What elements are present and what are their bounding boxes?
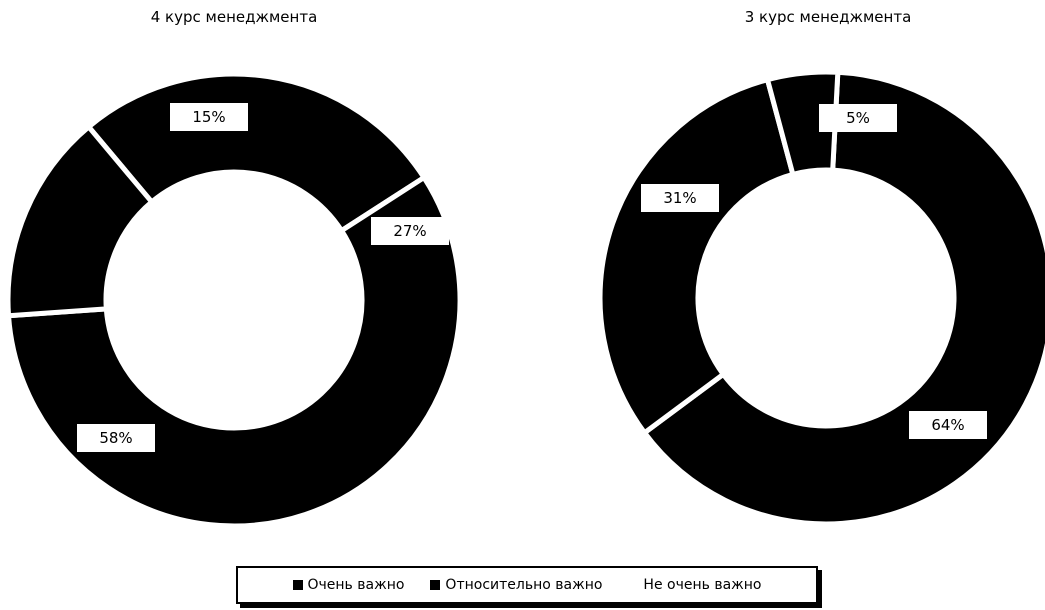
donut-charts: 27% 58% 15% 64% 31% 5% <box>5 71 1045 526</box>
label-very-important-3: 64% <box>931 416 964 434</box>
slice-relatively-important-3 <box>597 76 796 437</box>
label-not-very-important-3: 5% <box>846 109 870 127</box>
legend-swatch-very-important <box>292 580 303 590</box>
label-relatively-important-3: 31% <box>663 189 696 207</box>
slice-not-very-important-4 <box>5 123 156 319</box>
chart-title-3-course: 3 курс менеджмента <box>744 8 912 26</box>
label-box-very-important-4 <box>371 217 449 245</box>
legend-swatch-relatively-important <box>430 580 441 590</box>
legend-label-not-very-important: Не очень важно <box>643 577 762 593</box>
chart-title-4-course: 4 курс менеджмента <box>150 8 318 26</box>
legend-entry-very-important: Очень важно <box>292 577 405 593</box>
label-box-not-very-important-3 <box>819 104 897 132</box>
legend-label-very-important: Очень важно <box>307 577 405 593</box>
legend: Очень важно Относительно важно Не очень … <box>236 566 818 604</box>
legend-label-relatively-important: Относительно важно <box>445 577 603 593</box>
label-box-relatively-important-4 <box>77 424 155 452</box>
legend-swatch-not-very-important <box>628 580 639 590</box>
legend-entry-not-very-important: Не очень важно <box>628 577 761 593</box>
label-box-very-important-3 <box>909 411 987 439</box>
legend-entry-relatively-important: Относительно важно <box>430 577 602 593</box>
label-box-relatively-important-3 <box>641 184 719 212</box>
label-relatively-important-4: 58% <box>99 429 132 447</box>
label-very-important-4: 27% <box>393 222 426 240</box>
label-box-not-very-important-4 <box>170 103 248 131</box>
label-not-very-important-4: 15% <box>192 108 225 126</box>
